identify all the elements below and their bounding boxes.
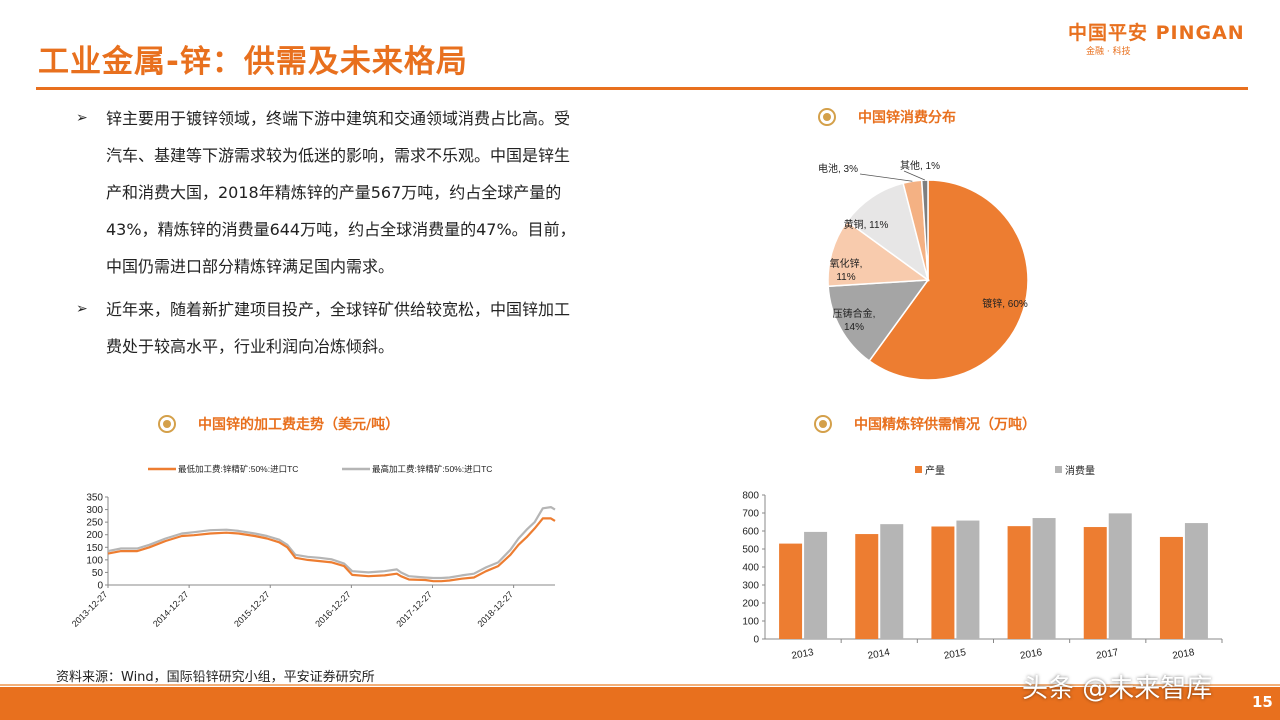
- y-tick-label: 0: [753, 635, 759, 646]
- bullet-item: ➢ 锌主要用于镀锌领域，终端下游中建筑和交通领域消费占比高。受汽车、基建等下游需…: [76, 100, 576, 285]
- page-title: 工业金属-锌：供需及未来格局: [38, 44, 468, 80]
- y-tick-label: 200: [86, 530, 103, 541]
- pie-slice: [846, 182, 930, 282]
- pie-slice-label: 黄铜, 11%: [844, 218, 889, 231]
- y-tick-label: 500: [742, 545, 759, 556]
- series-line: [107, 517, 556, 583]
- x-tick-label: 2018: [1172, 647, 1196, 662]
- y-tick-label: 300: [742, 581, 759, 592]
- bar: [779, 543, 803, 639]
- y-tick-label: 250: [86, 518, 103, 529]
- bullet-text: 近年来，随着新扩建项目投产，全球锌矿供给较宽松，中国锌加工费处于较高水平，行业利…: [106, 300, 571, 356]
- bullet-item: ➢ 近年来，随着新扩建项目投产，全球锌矿供给较宽松，中国锌加工费处于较高水平，行…: [76, 291, 576, 365]
- x-tick-label: 2016-12-27: [313, 589, 353, 629]
- pie-section-header: 中国锌消费分布: [818, 107, 956, 127]
- x-tick-label: 2015-12-27: [232, 589, 272, 629]
- pie-leader-line: [859, 173, 913, 182]
- bar: [1032, 518, 1056, 639]
- arrow-bullet-icon: ➢: [76, 301, 88, 317]
- footer-band: [0, 687, 1280, 720]
- page-number: 15: [1252, 693, 1273, 711]
- bar-section-title: 中国精炼锌供需情况（万吨）: [854, 417, 1036, 433]
- pie-slice-label: 电池, 3%: [818, 162, 858, 175]
- watermark-text: 头条 @未来智库: [1022, 674, 1213, 704]
- y-tick-label: 350: [86, 493, 103, 504]
- pie-slice-label: 压铸合金, 14%: [833, 307, 876, 333]
- pie-slice-label: 氧化锌, 11%: [830, 257, 863, 283]
- pie-slice: [827, 220, 931, 288]
- pie-chart: 镀锌, 60% 压铸合金, 14% 氧化锌, 11% 黄铜, 11% 电池, 3% 其他, 1…: [818, 159, 1029, 381]
- y-tick-label: 300: [86, 505, 103, 516]
- x-tick-label: 2015: [943, 647, 967, 662]
- x-tick-label: 2017-12-27: [394, 589, 434, 629]
- legend-swatch: [1055, 466, 1062, 473]
- pie-slice-label: 镀锌, 60%: [982, 297, 1028, 310]
- pie-slice-label: 其他, 1%: [900, 159, 940, 172]
- legend-label: 产量: [925, 464, 945, 477]
- bar: [1159, 536, 1183, 639]
- logo-tagline: 金融 · 科技: [1086, 47, 1131, 57]
- x-tick-label: 2018-12-27: [475, 589, 515, 629]
- footer-accent-line: [0, 684, 1280, 686]
- x-tick-label: 2013: [791, 647, 815, 662]
- bar-chart: 0 100 200 300 400 500 600 700 800 2013 2014 2015 201…: [742, 464, 1223, 662]
- bar: [855, 534, 879, 639]
- bar-section-header: 中国精炼锌供需情况（万吨）: [814, 414, 1036, 434]
- pie-slice: [827, 279, 930, 362]
- pie-leader-line: [903, 170, 926, 181]
- series-line: [107, 506, 556, 580]
- bar: [1007, 526, 1031, 639]
- legend-label: 消费量: [1065, 464, 1095, 477]
- x-tick-label: 2017: [1095, 647, 1119, 662]
- bar: [804, 531, 828, 639]
- arrow-bullet-icon: ➢: [76, 110, 88, 126]
- y-tick-label: 50: [92, 568, 104, 579]
- target-icon: [818, 108, 836, 126]
- bar: [1184, 523, 1208, 639]
- y-tick-label: 400: [742, 563, 759, 574]
- y-tick-label: 200: [742, 599, 759, 610]
- pie-slice: [920, 179, 929, 281]
- bullet-list: ➢ 锌主要用于镀锌领域，终端下游中建筑和交通领域消费占比高。受汽车、基建等下游需…: [76, 100, 576, 371]
- line-section-header: 中国锌的加工费走势（美元/吨）: [158, 414, 399, 434]
- bar: [956, 520, 980, 639]
- y-tick-label: 150: [86, 543, 103, 554]
- bar: [880, 524, 904, 639]
- pingan-logo: 中国平安 PINGAN: [1068, 22, 1245, 44]
- x-tick-label: 2013-12-27: [70, 589, 110, 629]
- y-tick-label: 0: [97, 581, 103, 592]
- legend-label: 最高加工费:锌精矿:50%:进口TC: [372, 464, 492, 474]
- x-tick-label: 2014-12-27: [151, 589, 191, 629]
- source-note: 资料来源：Wind，国际铅锌研究小组，平安证券研究所: [56, 670, 375, 685]
- pie-slice: [868, 179, 1029, 381]
- legend-label: 最低加工费:锌精矿:50%:进口TC: [178, 464, 298, 474]
- title-divider: [36, 87, 1248, 90]
- bar: [1108, 513, 1132, 639]
- bar: [1083, 527, 1107, 639]
- target-icon: [158, 415, 176, 433]
- y-tick-label: 100: [86, 555, 103, 566]
- y-tick-label: 700: [742, 509, 759, 520]
- pie-section-title: 中国锌消费分布: [858, 110, 956, 126]
- y-tick-label: 800: [742, 491, 759, 502]
- x-tick-label: 2014: [867, 647, 891, 662]
- x-tick-label: 2016: [1019, 647, 1043, 662]
- line-section-title: 中国锌的加工费走势（美元/吨）: [198, 417, 400, 433]
- target-icon: [814, 415, 832, 433]
- y-tick-label: 100: [742, 617, 759, 628]
- legend-swatch: [915, 466, 922, 473]
- y-tick-label: 600: [742, 527, 759, 538]
- bar: [931, 526, 955, 639]
- bullet-text: 锌主要用于镀锌领域，终端下游中建筑和交通领域消费占比高。受汽车、基建等下游需求较…: [106, 109, 576, 276]
